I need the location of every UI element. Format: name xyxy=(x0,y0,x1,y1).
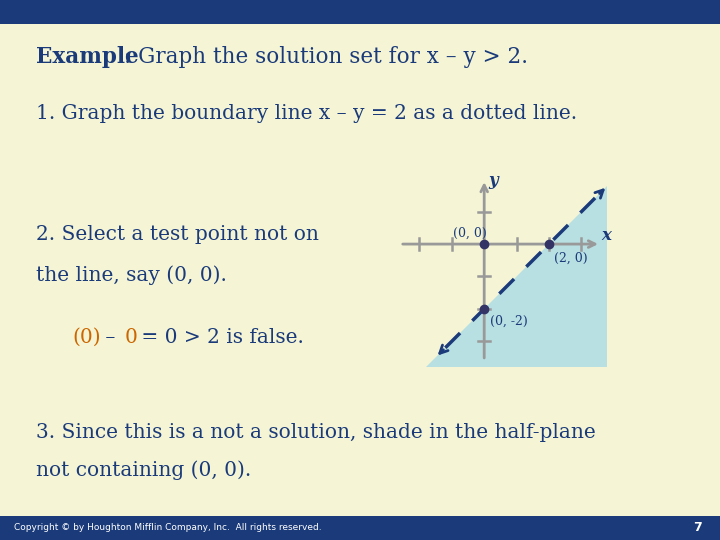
Text: 3. Since this is a not a solution, shade in the half-plane: 3. Since this is a not a solution, shade… xyxy=(36,422,595,442)
Bar xyxy=(0,0,720,24)
Text: 7: 7 xyxy=(693,521,702,535)
Text: = 0 > 2 is false.: = 0 > 2 is false. xyxy=(135,328,305,347)
Text: (2, 0): (2, 0) xyxy=(554,252,588,265)
Text: (0): (0) xyxy=(72,328,101,347)
Text: the line, say (0, 0).: the line, say (0, 0). xyxy=(36,266,227,285)
Text: –: – xyxy=(99,328,122,347)
Text: Copyright © by Houghton Mifflin Company, Inc.  All rights reserved.: Copyright © by Houghton Mifflin Company,… xyxy=(14,523,322,532)
Text: 2. Select a test point not on: 2. Select a test point not on xyxy=(36,225,319,245)
Text: 1. Graph the boundary line x – y = 2 as a dotted line.: 1. Graph the boundary line x – y = 2 as … xyxy=(36,104,577,123)
Text: : Graph the solution set for x – y > 2.: : Graph the solution set for x – y > 2. xyxy=(124,46,528,68)
Text: not containing (0, 0).: not containing (0, 0). xyxy=(36,460,251,480)
Text: x: x xyxy=(601,227,611,245)
Text: 0: 0 xyxy=(125,328,138,347)
Text: y: y xyxy=(488,172,498,190)
Text: (0, 0): (0, 0) xyxy=(454,227,487,240)
Text: (0, -2): (0, -2) xyxy=(490,315,528,328)
Text: Example: Example xyxy=(36,46,139,68)
Polygon shape xyxy=(426,186,607,367)
Bar xyxy=(0,516,720,540)
